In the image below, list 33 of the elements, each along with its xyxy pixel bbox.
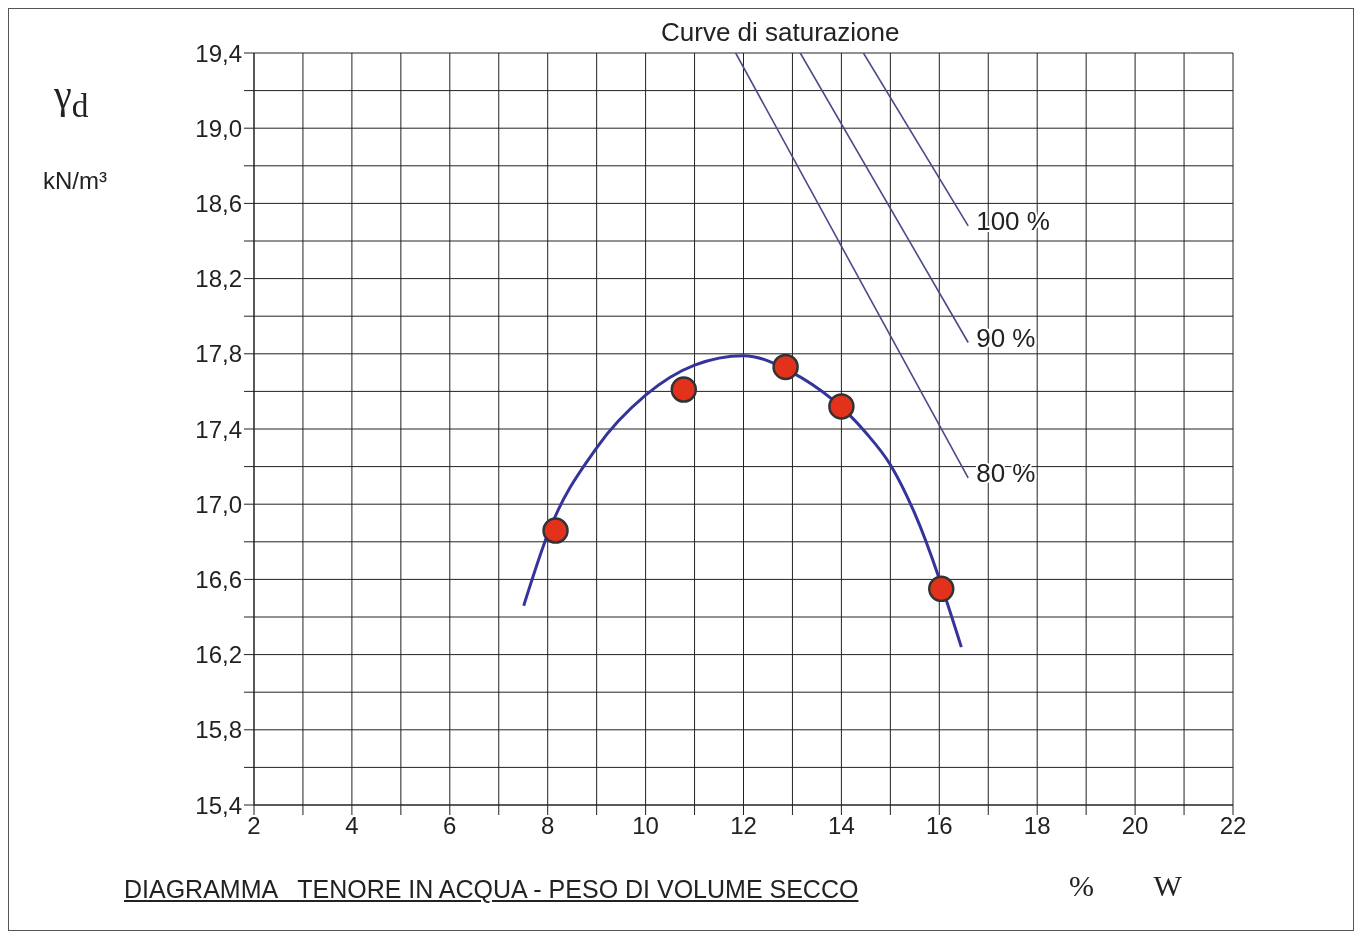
y-axis-title: γ$_{d}$ bbox=[54, 71, 89, 125]
x-tick-label: 8 bbox=[541, 812, 555, 840]
y-tick-label: 15,8 bbox=[195, 716, 242, 744]
point bbox=[670, 376, 698, 403]
point bbox=[542, 517, 569, 544]
y-tick-label: 18,2 bbox=[195, 265, 242, 293]
y-tick-label: 17,8 bbox=[195, 340, 242, 368]
x-tick-label: 6 bbox=[443, 812, 457, 840]
x-tick-label: 20 bbox=[1121, 812, 1149, 840]
x-tick-label: 16 bbox=[925, 812, 953, 840]
line-series bbox=[522, 354, 963, 649]
x-tick-label: 14 bbox=[828, 812, 855, 840]
x-axis-title: % W bbox=[1069, 869, 1182, 903]
point bbox=[928, 575, 955, 603]
x-tick-label: 4 bbox=[345, 812, 359, 840]
y-tick-label: 19,0 bbox=[195, 114, 242, 142]
text: DIAGRAMMA TENORE IN ACQUA - PESO DI VOLUME SECCO bbox=[124, 875, 859, 904]
text: kN/m³ bbox=[43, 167, 107, 195]
y-tick-label: 17,4 bbox=[195, 415, 242, 443]
y-tick-label: 19,4 bbox=[195, 39, 242, 67]
y-tick-label: 17,0 bbox=[195, 490, 242, 518]
x-tick-label: 2 bbox=[247, 812, 261, 840]
y-tick-label: 18,6 bbox=[195, 189, 242, 217]
x-tick-label: 12 bbox=[730, 812, 757, 840]
x-tick-label: 22 bbox=[1219, 812, 1247, 840]
x-tick-label: 18 bbox=[1023, 812, 1051, 840]
point bbox=[828, 393, 855, 420]
y-tick-label: 16,2 bbox=[195, 641, 242, 669]
y-tick-label: 15,4 bbox=[195, 791, 242, 819]
text: Curve di saturazione bbox=[657, 17, 904, 48]
y-tick-label: 16,6 bbox=[195, 565, 242, 593]
point bbox=[772, 353, 799, 381]
x-tick-label: 10 bbox=[632, 812, 659, 840]
